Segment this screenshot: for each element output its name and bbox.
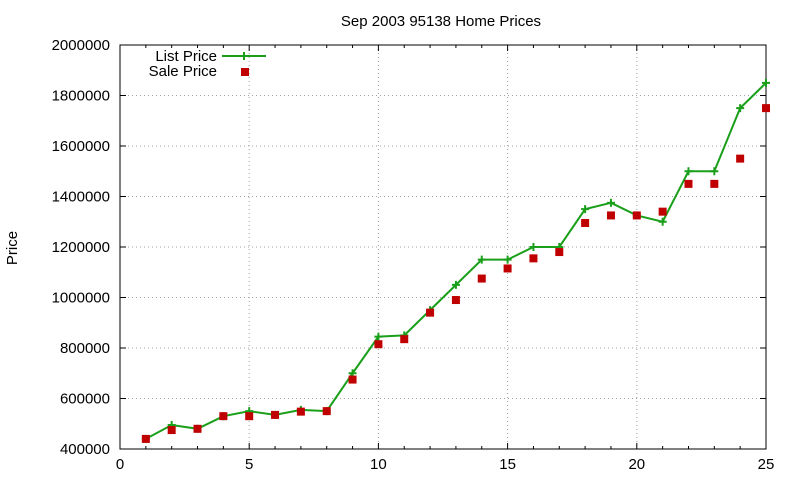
y-tick-label: 800000	[60, 340, 110, 357]
sale-price-point	[245, 412, 254, 421]
sale-price-point	[684, 179, 693, 188]
y-tick-label: 1400000	[52, 189, 110, 206]
list-price-point	[451, 280, 460, 289]
y-tick-label: 400000	[60, 441, 110, 458]
list-price-point	[710, 167, 719, 176]
list-price-point	[762, 78, 770, 87]
chart-title: Sep 2003 95138 Home Prices	[341, 13, 541, 30]
sale-price-point	[167, 426, 176, 435]
sale-price-point	[710, 179, 719, 188]
list-price-point	[529, 243, 538, 251]
sale-price-point	[632, 211, 641, 220]
y-tick-label: 1600000	[52, 138, 110, 155]
list-price-point	[684, 167, 693, 176]
sale-price-point	[555, 248, 564, 257]
legend-label-list-price: List Price	[155, 48, 217, 65]
legend-marker-list-price	[240, 52, 248, 60]
sale-price-point	[348, 375, 357, 384]
sale-price-point	[374, 340, 383, 349]
y-tick-label: 2000000	[52, 37, 110, 54]
sale-price-point	[658, 207, 667, 216]
grid-layer	[120, 45, 766, 449]
x-tick-label: 15	[499, 456, 516, 473]
x-tick-label: 5	[245, 456, 253, 473]
list-price-line	[145, 82, 767, 440]
list-price-point	[606, 198, 615, 207]
sale-price-point	[400, 335, 409, 344]
sale-price-point	[219, 412, 228, 421]
y-tick-label: 1000000	[52, 290, 110, 307]
sale-price-point	[477, 274, 486, 283]
list-price-point	[477, 255, 486, 264]
sale-price-point	[141, 434, 150, 443]
y-tick-label: 1800000	[52, 88, 110, 105]
sale-price-point	[322, 407, 331, 416]
list-price-point	[503, 255, 512, 264]
sale-price-point	[271, 410, 280, 419]
y-tick-label: 600000	[60, 391, 110, 408]
sale-price-point	[451, 296, 460, 305]
legend: List Price Sale Price	[149, 48, 266, 80]
list-price-point	[658, 217, 667, 226]
sale-price-point	[503, 264, 512, 273]
sale-price-point	[581, 219, 590, 228]
x-tick-label: 0	[116, 456, 124, 473]
list-price-point	[374, 332, 383, 341]
x-tick-label: 20	[628, 456, 645, 473]
sale-price-point	[296, 407, 305, 416]
series-layer	[141, 78, 770, 443]
sale-price-point	[193, 424, 202, 433]
tick-layer: 0 5 10 15 20 25 400000 600000 800000 1000000 12000…	[52, 37, 775, 473]
sale-price-point	[426, 308, 435, 317]
legend-marker-sale-price	[241, 68, 249, 76]
sale-price-point	[529, 254, 538, 263]
list-price-point	[581, 205, 590, 214]
x-tick-label: 10	[370, 456, 387, 473]
y-tick-label: 1200000	[52, 239, 110, 256]
sale-price-point	[736, 154, 745, 163]
sale-price-point	[762, 104, 770, 113]
x-tick-label: 25	[758, 456, 775, 473]
y-axis-label: Price	[4, 231, 21, 265]
sale-price-point	[606, 211, 615, 220]
list-price-point	[736, 104, 745, 113]
legend-label-sale-price: Sale Price	[149, 63, 217, 80]
